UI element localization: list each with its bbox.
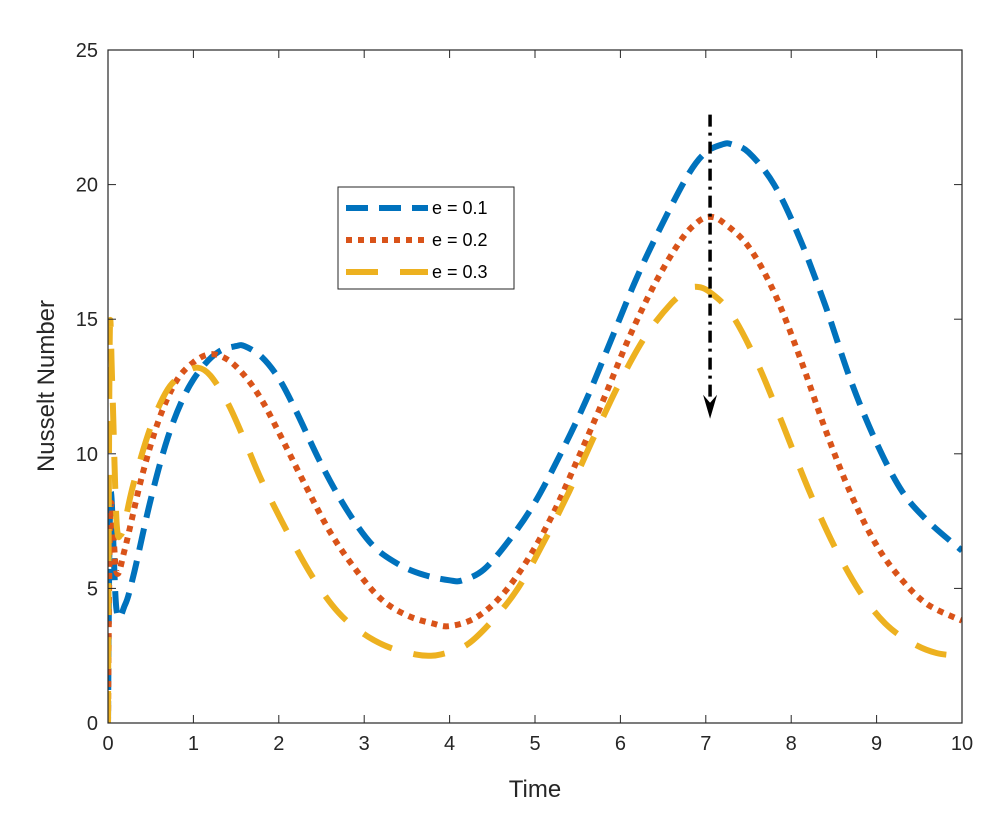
x-tick-label: 4 <box>444 733 455 755</box>
legend-label-2: e = 0.2 <box>432 230 488 250</box>
x-tick-label: 9 <box>871 733 882 755</box>
x-tick-label: 2 <box>273 733 284 755</box>
annotation-arrow-head <box>703 394 718 419</box>
legend-label-3: e = 0.3 <box>432 262 488 282</box>
y-tick-label: 5 <box>87 578 98 600</box>
annotation-layer <box>703 114 718 419</box>
x-tick-label: 0 <box>102 733 113 755</box>
series-line-2 <box>108 213 962 723</box>
plot-area <box>108 50 962 723</box>
x-tick-label: 1 <box>188 733 199 755</box>
x-axis-label: Time <box>509 776 561 803</box>
series-line-3 <box>108 283 962 723</box>
x-tick-label: 10 <box>951 733 973 755</box>
legend: e = 0.1 e = 0.2 e = 0.3 <box>337 186 515 290</box>
x-tick-label: 7 <box>700 733 711 755</box>
x-tick-label: 8 <box>786 733 797 755</box>
y-tick-label: 10 <box>76 444 98 466</box>
y-tick-label: 0 <box>87 713 98 735</box>
legend-label-1: e = 0.1 <box>432 198 488 218</box>
x-tick-label: 3 <box>359 733 370 755</box>
y-axis-label: Nusselt Number <box>33 300 60 472</box>
y-tick-label: 15 <box>76 309 98 331</box>
series-layer <box>108 140 962 723</box>
y-tick-label: 25 <box>76 40 98 62</box>
series-line-1 <box>108 140 962 723</box>
x-tick-label: 6 <box>615 733 626 755</box>
y-tick-label: 20 <box>76 175 98 197</box>
ticks-layer: 0 1 2 3 4 5 6 7 8 9 10 0 5 10 15 20 25 <box>76 40 973 755</box>
x-tick-label: 5 <box>529 733 540 755</box>
